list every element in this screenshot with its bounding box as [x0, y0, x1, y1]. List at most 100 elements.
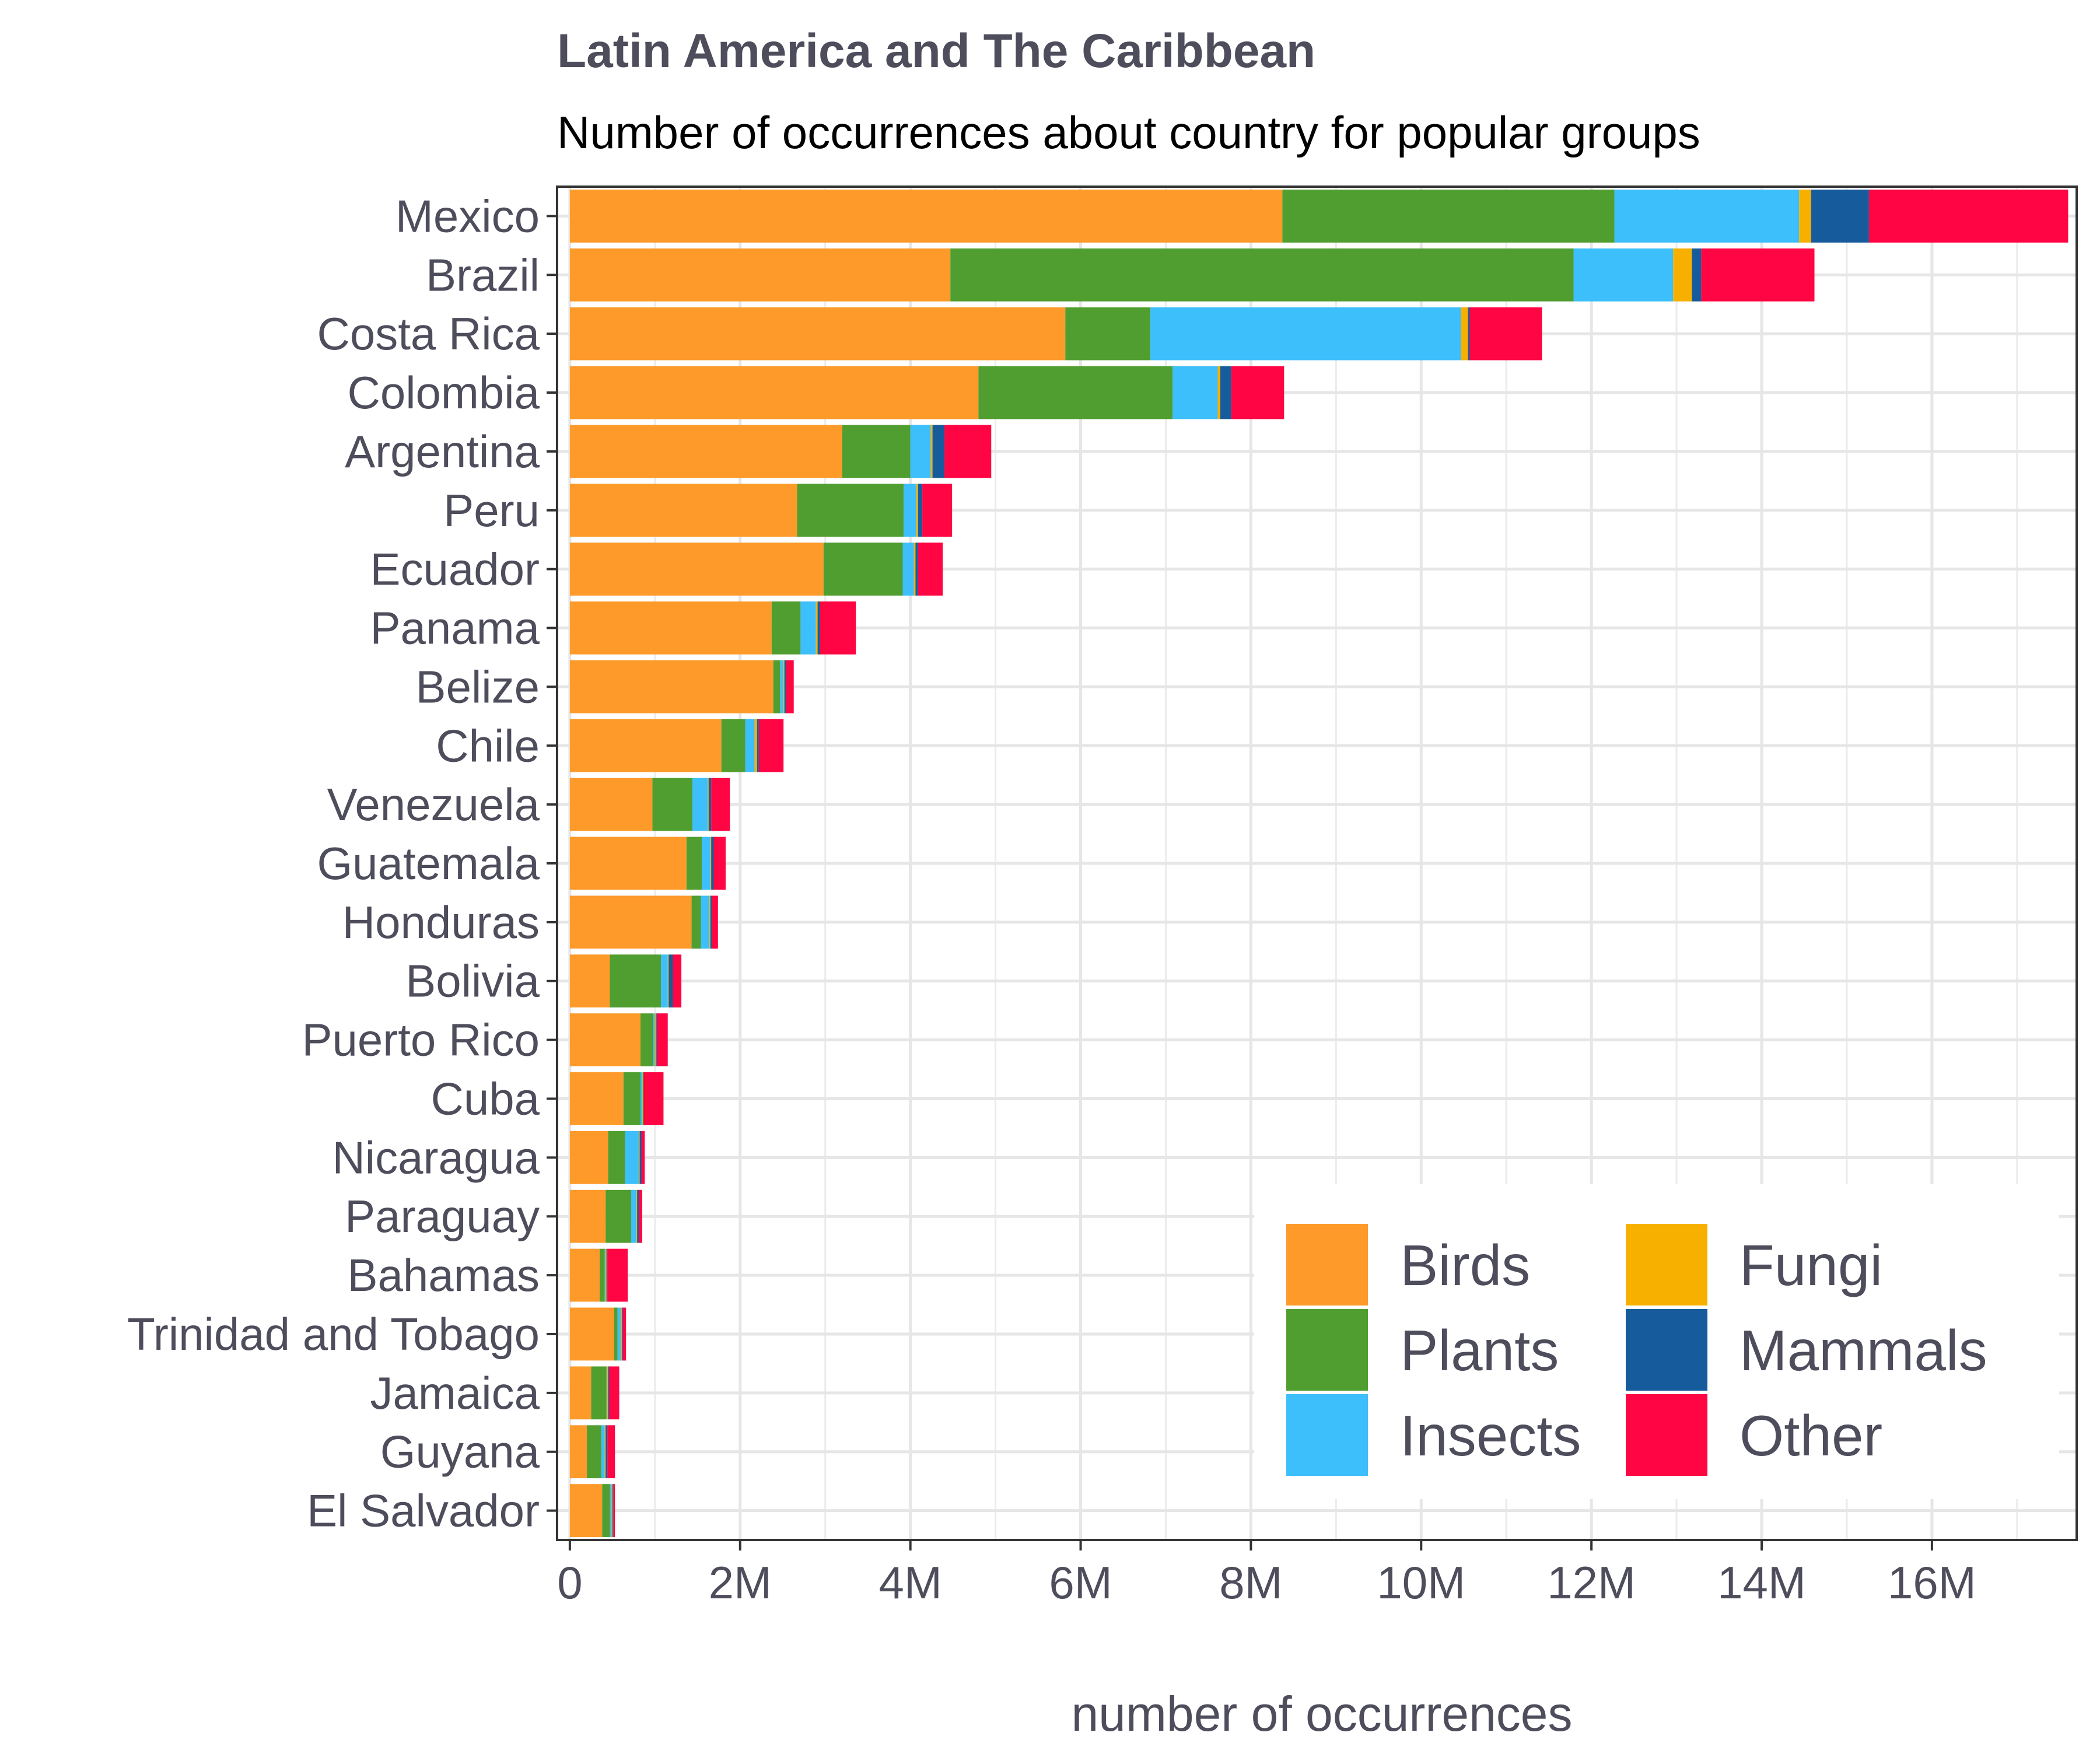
y-tick-label: Honduras — [342, 897, 540, 948]
x-tick-label: 14M — [1717, 1557, 1806, 1608]
bar-cuba-other — [643, 1072, 664, 1125]
bar-puerto-rico-plants — [640, 1013, 653, 1066]
y-tick-label: Panama — [370, 603, 540, 654]
bar-argentina-fungi — [930, 425, 933, 478]
bar-argentina-insects — [910, 425, 931, 478]
y-axis: Mexico Brazil Costa Rica Colombia Argentina P… — [127, 190, 557, 1536]
bar-el-salvador-mammals — [612, 1484, 614, 1537]
bar-costa-rica-mammals — [1468, 307, 1470, 360]
legend-swatch-birds — [1286, 1224, 1368, 1306]
bar-bahamas-other — [607, 1248, 628, 1302]
bar-ecuador-other — [918, 542, 943, 596]
bar-bolivia-other — [673, 954, 682, 1008]
y-tick-label: Ecuador — [370, 544, 540, 595]
bar-el-salvador-plants — [602, 1484, 610, 1537]
bar-puerto-rico-other — [656, 1013, 668, 1066]
bar-cuba-birds — [569, 1072, 624, 1125]
bar-guyana-fungi — [604, 1425, 606, 1479]
bar-brazil-other — [1701, 248, 1815, 302]
bar-peru-plants — [797, 484, 904, 537]
bar-colombia-plants — [978, 366, 1173, 419]
bar-peru-mammals — [918, 484, 923, 537]
bar-honduras-birds — [569, 895, 692, 949]
chart-title: Latin America and The Caribbean — [557, 24, 1315, 78]
bar-ecuador-birds — [569, 542, 824, 596]
legend-label-mammals: Mammals — [1740, 1318, 1987, 1382]
y-tick-label: Argentina — [345, 426, 540, 477]
y-tick-label: Nicaragua — [332, 1132, 540, 1183]
bar-peru-fungi — [916, 484, 918, 537]
bar-guyana-other — [607, 1425, 615, 1479]
bar-brazil-mammals — [1692, 248, 1702, 302]
bar-colombia-insects — [1172, 366, 1218, 419]
bar-nicaragua-insects — [625, 1130, 639, 1184]
bar-cuba-fungi — [642, 1072, 643, 1125]
bar-venezuela-plants — [652, 778, 693, 831]
bar-honduras-mammals — [710, 895, 712, 949]
bar-costa-rica-plants — [1065, 307, 1151, 360]
legend-swatch-plants — [1286, 1309, 1368, 1391]
bar-chile-fungi — [754, 719, 757, 772]
bar-argentina-plants — [842, 425, 911, 478]
bar-jamaica-mammals — [608, 1366, 610, 1420]
bar-panama-birds — [569, 601, 772, 654]
y-tick-label: Costa Rica — [317, 308, 540, 359]
bar-jamaica-fungi — [607, 1366, 608, 1420]
y-tick-label: Bolivia — [405, 956, 540, 1007]
bar-bolivia-insects — [661, 954, 668, 1008]
bar-trinidad-and-tobago-insects — [617, 1307, 621, 1361]
bar-chile-other — [758, 719, 784, 772]
y-tick-label: Brazil — [426, 249, 540, 300]
bar-jamaica-birds — [569, 1366, 592, 1420]
x-tick-label: 10M — [1377, 1557, 1465, 1608]
bar-guatemala-fungi — [710, 836, 712, 890]
legend-swatch-other — [1626, 1394, 1707, 1476]
bar-panama-plants — [771, 601, 801, 654]
legend-label-plants: Plants — [1400, 1318, 1559, 1382]
bar-argentina-other — [944, 425, 992, 478]
bar-mexico-other — [1868, 190, 2068, 243]
bar-bolivia-birds — [569, 954, 610, 1008]
bar-panama-fungi — [816, 601, 818, 654]
bar-trinidad-and-tobago-birds — [569, 1307, 614, 1361]
legend-swatch-fungi — [1626, 1224, 1707, 1306]
bar-peru-other — [922, 484, 953, 537]
bar-bahamas-birds — [569, 1248, 600, 1302]
bar-peru-insects — [903, 484, 916, 537]
bar-belize-mammals — [784, 660, 786, 713]
bar-belize-plants — [773, 660, 780, 713]
bar-guatemala-mammals — [711, 836, 714, 890]
bar-panama-mammals — [817, 601, 820, 654]
bar-jamaica-other — [609, 1366, 620, 1420]
y-tick-label: Guatemala — [317, 838, 540, 889]
bar-venezuela-insects — [692, 778, 708, 831]
bar-mexico-mammals — [1811, 190, 1869, 243]
y-tick-label: Trinidad and Tobago — [127, 1308, 540, 1360]
bar-nicaragua-other — [641, 1130, 645, 1184]
x-tick-label: 6M — [1049, 1557, 1112, 1608]
legend-label-fungi: Fungi — [1740, 1233, 1882, 1297]
bar-mexico-plants — [1282, 190, 1615, 243]
bar-paraguay-fungi — [636, 1189, 638, 1243]
bar-chile-birds — [569, 719, 722, 772]
bar-paraguay-plants — [606, 1189, 631, 1243]
bar-brazil-birds — [569, 248, 951, 302]
bar-peru-birds — [569, 484, 797, 537]
bar-el-salvador-fungi — [611, 1484, 612, 1537]
bar-honduras-plants — [691, 895, 701, 949]
bar-paraguay-other — [639, 1189, 642, 1243]
bar-colombia-other — [1231, 366, 1284, 419]
bar-paraguay-insects — [631, 1189, 636, 1243]
bar-guyana-birds — [569, 1425, 587, 1479]
legend-label-birds: Birds — [1400, 1233, 1530, 1297]
bar-paraguay-birds — [569, 1189, 606, 1243]
bar-costa-rica-other — [1469, 307, 1542, 360]
bar-panama-insects — [800, 601, 816, 654]
bar-brazil-fungi — [1673, 248, 1692, 302]
x-tick-label: 4M — [878, 1557, 942, 1608]
bar-guyana-insects — [601, 1425, 605, 1479]
bar-mexico-birds — [569, 190, 1283, 243]
bar-brazil-plants — [950, 248, 1574, 302]
bar-honduras-fungi — [709, 895, 710, 949]
